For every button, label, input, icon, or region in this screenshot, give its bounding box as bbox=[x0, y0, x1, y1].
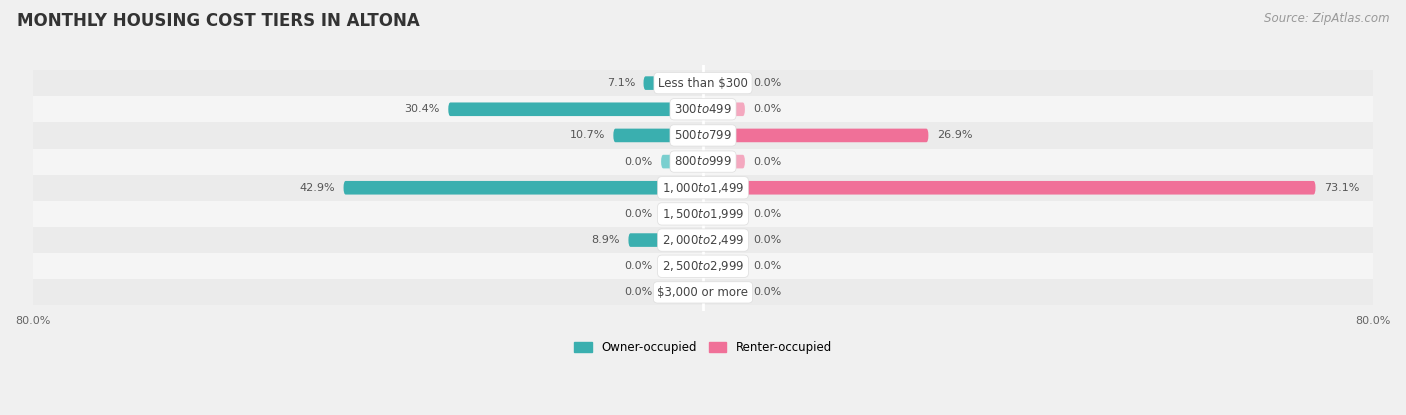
Text: $3,000 or more: $3,000 or more bbox=[658, 286, 748, 299]
Text: $500 to $799: $500 to $799 bbox=[673, 129, 733, 142]
Text: 0.0%: 0.0% bbox=[754, 156, 782, 166]
FancyBboxPatch shape bbox=[613, 129, 703, 142]
Text: MONTHLY HOUSING COST TIERS IN ALTONA: MONTHLY HOUSING COST TIERS IN ALTONA bbox=[17, 12, 419, 30]
Text: $1,500 to $1,999: $1,500 to $1,999 bbox=[662, 207, 744, 221]
FancyBboxPatch shape bbox=[661, 286, 703, 299]
Text: Source: ZipAtlas.com: Source: ZipAtlas.com bbox=[1264, 12, 1389, 25]
FancyBboxPatch shape bbox=[703, 207, 745, 221]
Text: 30.4%: 30.4% bbox=[405, 104, 440, 114]
Text: $800 to $999: $800 to $999 bbox=[673, 155, 733, 168]
FancyBboxPatch shape bbox=[32, 70, 1374, 96]
Text: 0.0%: 0.0% bbox=[624, 261, 652, 271]
FancyBboxPatch shape bbox=[703, 181, 1316, 195]
FancyBboxPatch shape bbox=[32, 122, 1374, 149]
Text: $1,000 to $1,499: $1,000 to $1,499 bbox=[662, 181, 744, 195]
FancyBboxPatch shape bbox=[661, 207, 703, 221]
FancyBboxPatch shape bbox=[703, 286, 745, 299]
Text: 0.0%: 0.0% bbox=[754, 209, 782, 219]
FancyBboxPatch shape bbox=[628, 233, 703, 247]
Text: 0.0%: 0.0% bbox=[754, 235, 782, 245]
Text: 0.0%: 0.0% bbox=[754, 78, 782, 88]
FancyBboxPatch shape bbox=[343, 181, 703, 195]
Text: 0.0%: 0.0% bbox=[624, 288, 652, 298]
FancyBboxPatch shape bbox=[32, 253, 1374, 279]
FancyBboxPatch shape bbox=[32, 227, 1374, 253]
Text: 73.1%: 73.1% bbox=[1324, 183, 1360, 193]
FancyBboxPatch shape bbox=[644, 76, 703, 90]
Text: 8.9%: 8.9% bbox=[592, 235, 620, 245]
FancyBboxPatch shape bbox=[703, 155, 745, 168]
Text: 0.0%: 0.0% bbox=[754, 261, 782, 271]
FancyBboxPatch shape bbox=[32, 279, 1374, 305]
Text: 7.1%: 7.1% bbox=[607, 78, 636, 88]
Text: 26.9%: 26.9% bbox=[936, 130, 973, 140]
FancyBboxPatch shape bbox=[703, 233, 745, 247]
FancyBboxPatch shape bbox=[703, 129, 928, 142]
FancyBboxPatch shape bbox=[703, 259, 745, 273]
Text: $2,000 to $2,499: $2,000 to $2,499 bbox=[662, 233, 744, 247]
Legend: Owner-occupied, Renter-occupied: Owner-occupied, Renter-occupied bbox=[569, 337, 837, 359]
FancyBboxPatch shape bbox=[661, 259, 703, 273]
Text: 0.0%: 0.0% bbox=[754, 104, 782, 114]
Text: $2,500 to $2,999: $2,500 to $2,999 bbox=[662, 259, 744, 273]
Text: 0.0%: 0.0% bbox=[754, 288, 782, 298]
Text: 0.0%: 0.0% bbox=[624, 209, 652, 219]
Text: 10.7%: 10.7% bbox=[569, 130, 605, 140]
FancyBboxPatch shape bbox=[32, 96, 1374, 122]
Text: Less than $300: Less than $300 bbox=[658, 77, 748, 90]
FancyBboxPatch shape bbox=[32, 149, 1374, 175]
FancyBboxPatch shape bbox=[703, 103, 745, 116]
FancyBboxPatch shape bbox=[661, 155, 703, 168]
FancyBboxPatch shape bbox=[703, 76, 745, 90]
Text: 42.9%: 42.9% bbox=[299, 183, 335, 193]
FancyBboxPatch shape bbox=[32, 201, 1374, 227]
Text: $300 to $499: $300 to $499 bbox=[673, 103, 733, 116]
FancyBboxPatch shape bbox=[449, 103, 703, 116]
Text: 0.0%: 0.0% bbox=[624, 156, 652, 166]
FancyBboxPatch shape bbox=[32, 175, 1374, 201]
